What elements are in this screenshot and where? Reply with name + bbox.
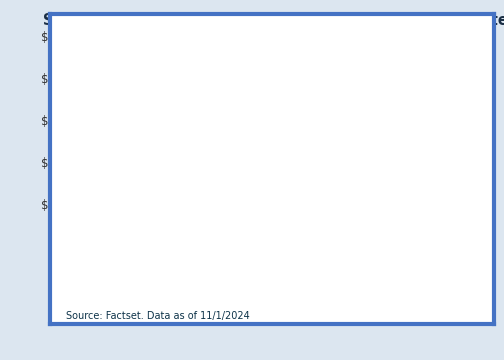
Bar (386, 103, 408, 288)
Bar (319, 113, 341, 288)
Bar (286, 170, 307, 288)
Bar (85, 189, 106, 288)
Bar (453, 57, 475, 288)
Bar (219, 153, 240, 288)
Bar (252, 152, 274, 288)
Title: S&P 500 Calendar Year Bottom-Up Actuals and Estimates: S&P 500 Calendar Year Bottom-Up Actuals … (43, 13, 504, 28)
Bar (352, 105, 374, 288)
Bar (185, 177, 207, 288)
Bar (419, 86, 441, 288)
Text: Source: Factset. Data as of 11/1/2024: Source: Factset. Data as of 11/1/2024 (66, 311, 249, 321)
Bar (118, 189, 140, 288)
Bar (152, 189, 173, 288)
